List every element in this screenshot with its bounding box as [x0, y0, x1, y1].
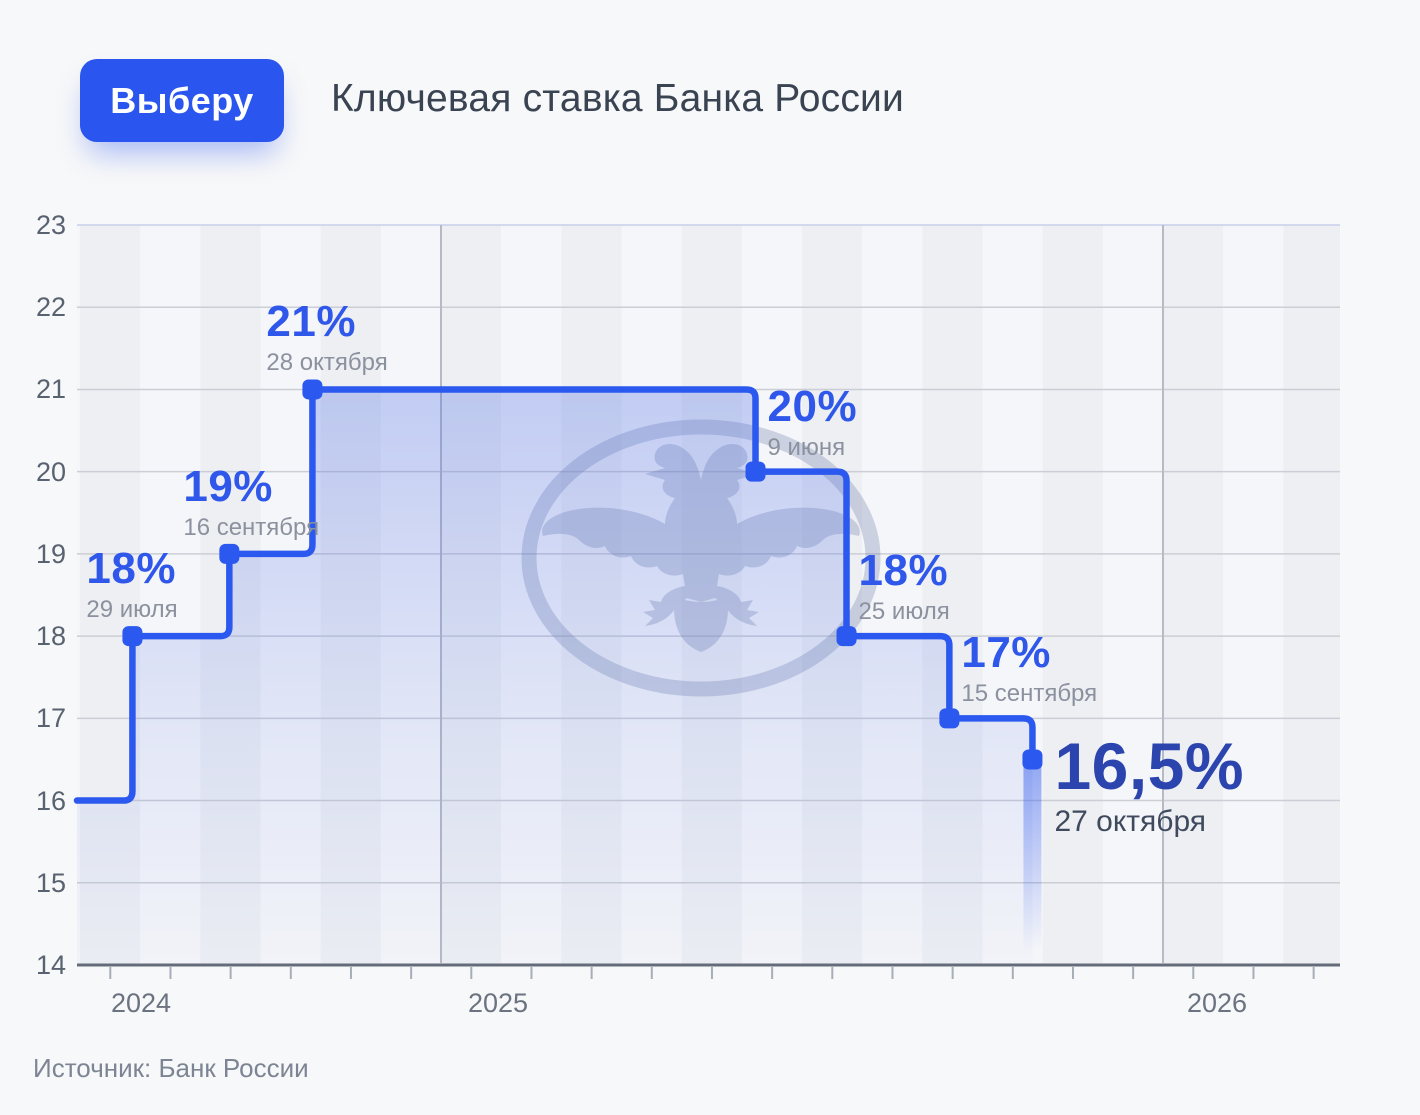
- y-tick-label: 22: [35, 292, 66, 323]
- y-tick-label: 19: [35, 538, 66, 569]
- y-tick-label: 14: [35, 950, 66, 980]
- rate-date-label: 28 октября: [266, 349, 388, 377]
- rate-marker: [122, 626, 143, 647]
- point-label-2025-09-15: 17% 15 сентября: [961, 628, 1097, 708]
- rate-marker: [302, 379, 323, 400]
- point-label-2025-10-27: 16,5% 27 октября: [1054, 731, 1244, 839]
- rate-date-label: 16 сентября: [183, 513, 320, 541]
- rate-value-label: 17%: [961, 628, 1051, 678]
- x-year-label: 2025: [467, 988, 529, 1018]
- rate-date-label: 25 июля: [858, 598, 950, 626]
- y-tick-label: 21: [35, 374, 66, 405]
- rate-marker: [939, 708, 960, 729]
- rate-area-fill: [77, 389, 1033, 965]
- y-tick-label: 16: [35, 785, 66, 816]
- point-label-2024-07-29: 18% 29 июля: [86, 544, 177, 624]
- rate-value-label: 21%: [266, 297, 356, 347]
- x-year-label: 2026: [1186, 988, 1248, 1018]
- point-label-2025-07-25: 18% 25 июля: [859, 546, 950, 626]
- rate-marker: [745, 461, 766, 482]
- rate-value-label: 16,5%: [1054, 729, 1245, 804]
- vyberu-logo[interactable]: Выберу: [80, 59, 284, 142]
- rate-value-label: 18%: [858, 546, 949, 596]
- y-tick-label: 15: [35, 867, 66, 898]
- rate-date-label: 9 июня: [767, 433, 846, 461]
- rate-marker: [836, 626, 857, 647]
- rate-value-label: 20%: [767, 381, 858, 431]
- current-rate-highlight-bar: [1023, 759, 1042, 952]
- vyberu-logo-text: Выберу: [110, 79, 254, 121]
- x-year-label: 2024: [110, 988, 172, 1018]
- point-label-2024-10-28: 21% 28 октября: [266, 297, 387, 377]
- point-label-2025-06-09: 20% 9 июня: [768, 382, 858, 462]
- rate-value-label: 18%: [86, 544, 176, 594]
- rate-date-label: 27 октября: [1054, 805, 1207, 839]
- rate-date-label: 29 июля: [86, 596, 178, 624]
- rate-date-label: 15 сентября: [961, 680, 1098, 708]
- rate-marker: [219, 543, 240, 564]
- source-note: Источник: Банк России: [33, 1053, 309, 1083]
- page-title: Ключевая ставка Банка России: [331, 77, 905, 120]
- rate-marker: [1022, 749, 1043, 770]
- y-tick-label: 20: [35, 456, 66, 487]
- rate-step-line: [73, 386, 1036, 804]
- rate-markers: [122, 379, 1043, 770]
- y-tick-label: 17: [35, 703, 66, 734]
- y-tick-label: 18: [35, 621, 66, 652]
- x-axis: [77, 963, 1340, 979]
- y-tick-label: 23: [35, 210, 66, 240]
- point-label-2024-09-16: 19% 16 сентября: [183, 462, 319, 542]
- rate-value-label: 19%: [183, 461, 273, 511]
